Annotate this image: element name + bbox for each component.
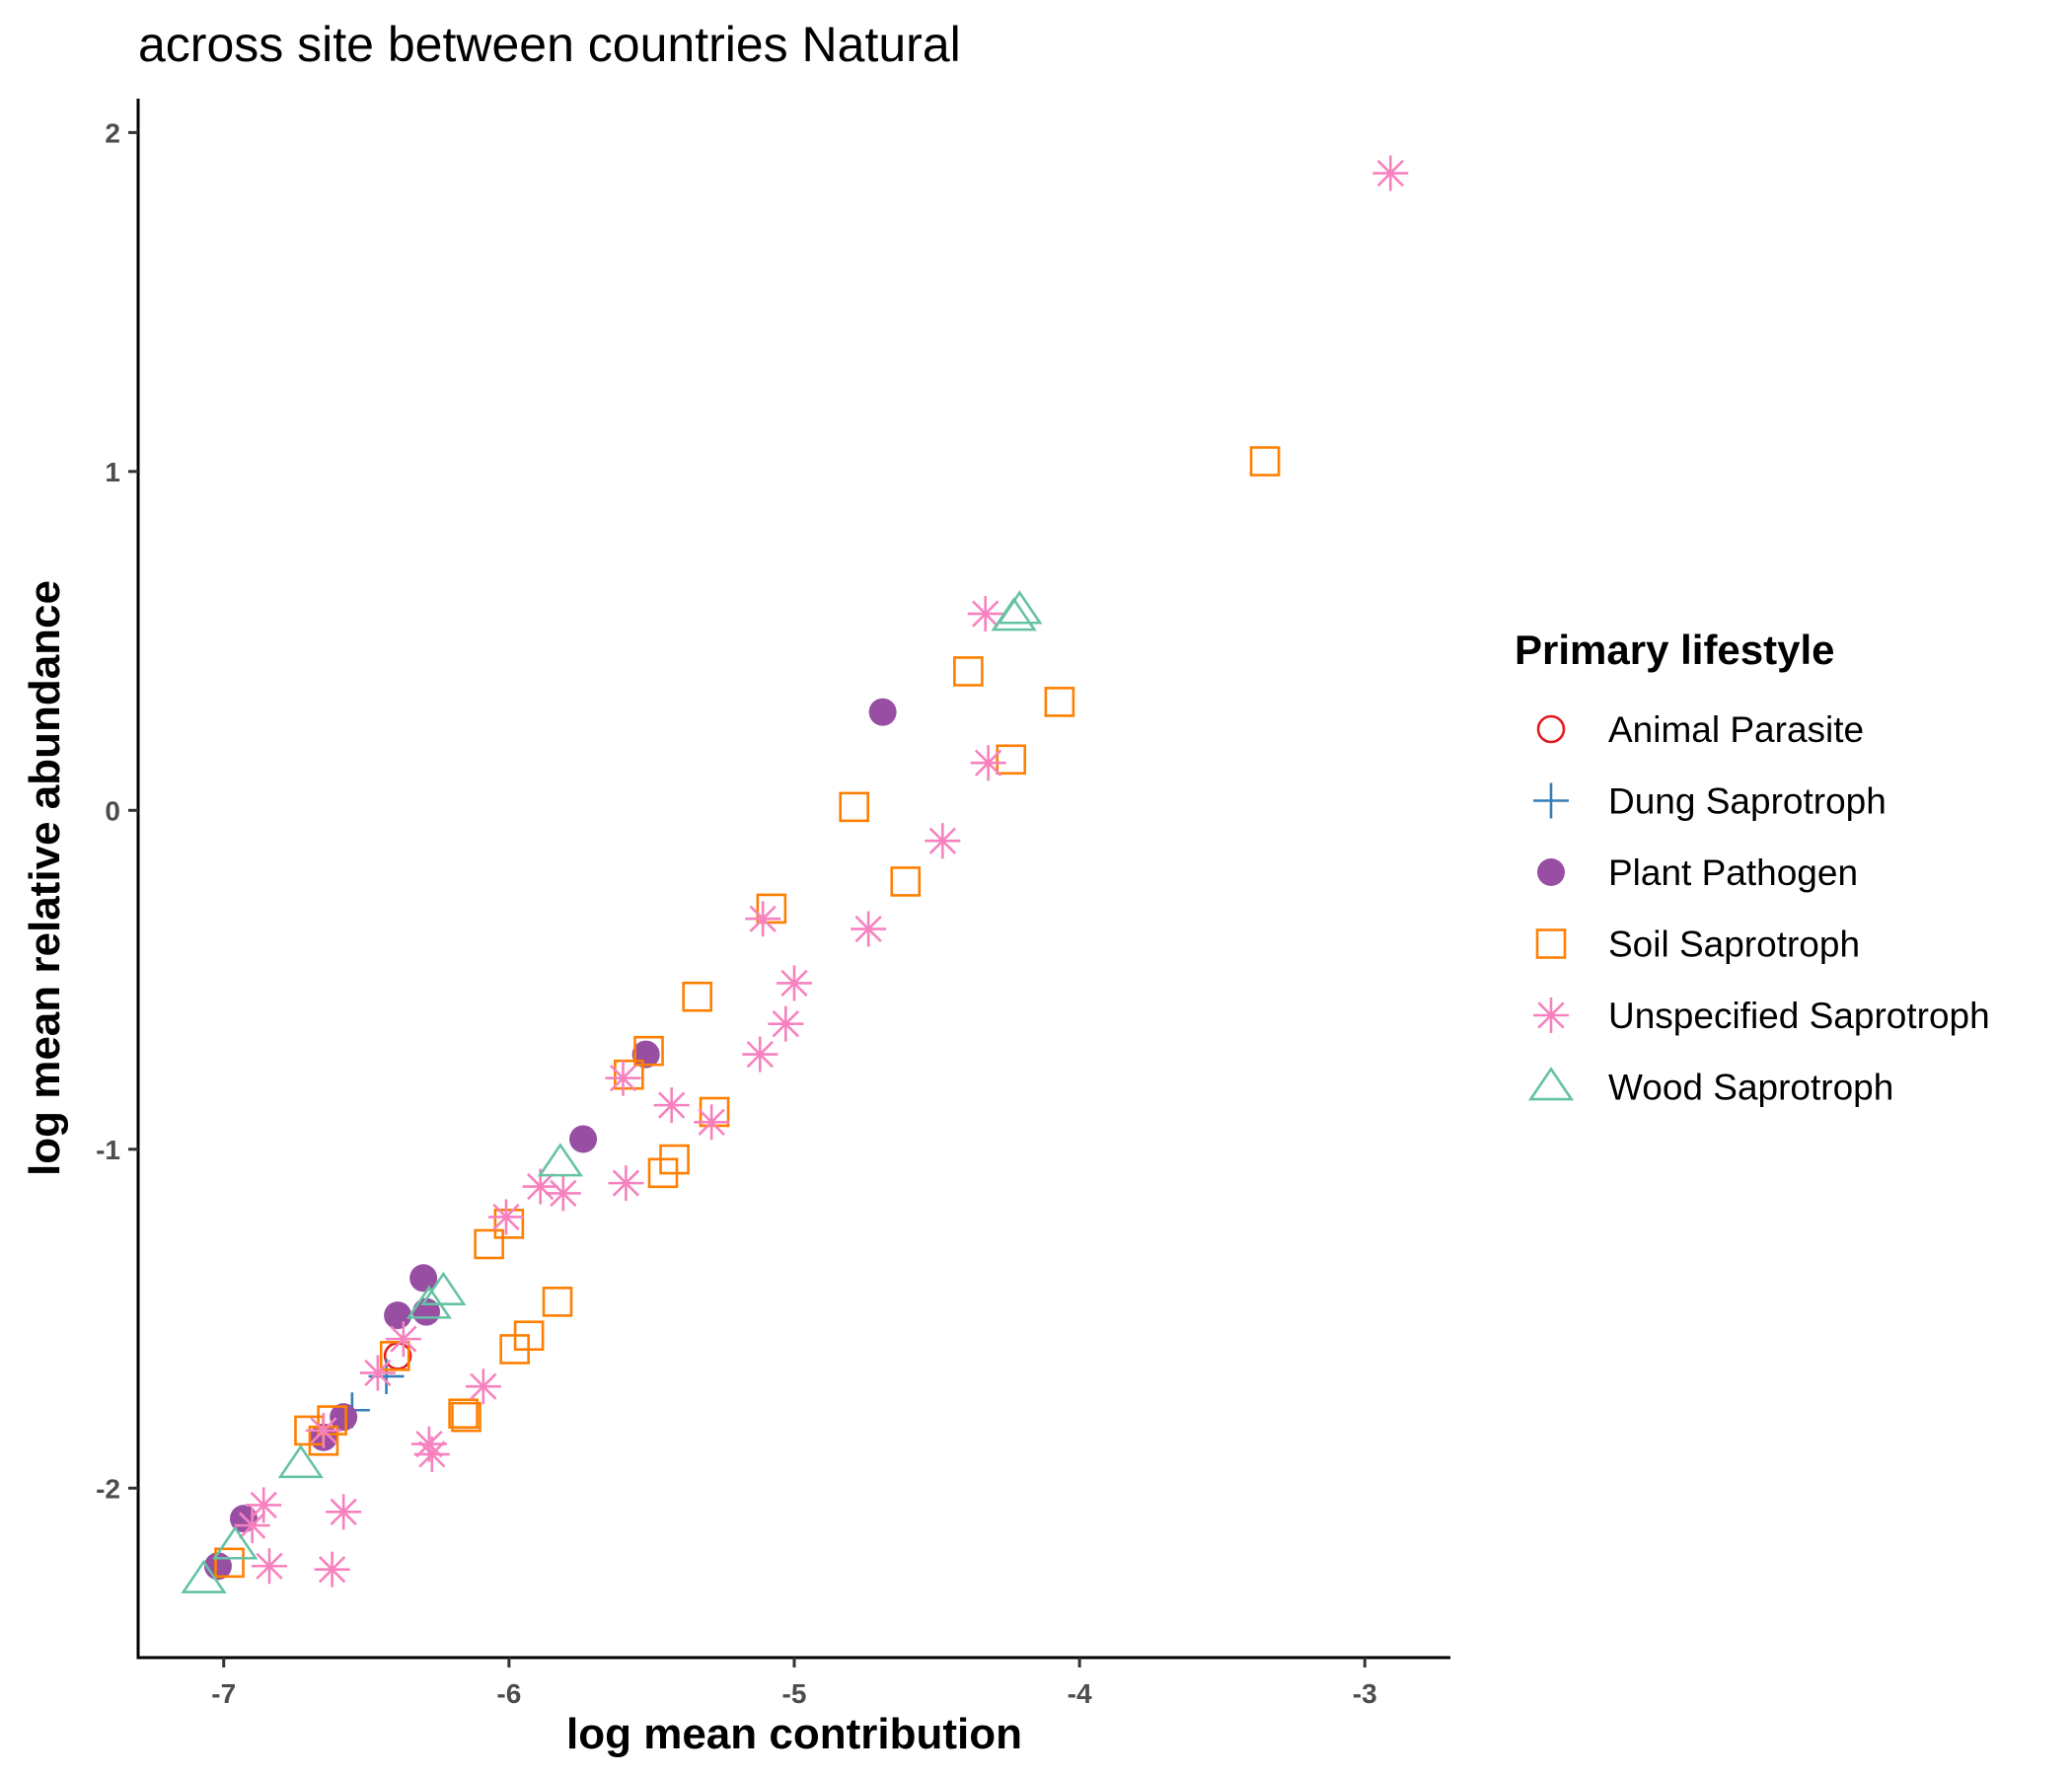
point-soil-saprotroph bbox=[633, 1035, 664, 1067]
point-wood-saprotroph bbox=[537, 1143, 584, 1177]
point-soil-saprotroph bbox=[214, 1547, 245, 1579]
point-unspecified-saprotroph bbox=[326, 1494, 362, 1530]
point-unspecified-saprotroph bbox=[605, 1060, 641, 1096]
axes: -7 -6 -5 -4 -3 -2 -1 0 1 2 bbox=[96, 99, 1450, 1709]
point-unspecified-saprotroph bbox=[608, 1165, 644, 1202]
chart-title: across site between countries Natural bbox=[138, 17, 961, 72]
legend-title: Primary lifestyle bbox=[1515, 627, 1835, 673]
point-plant-pathogen bbox=[384, 1301, 412, 1330]
point-soil-saprotroph bbox=[317, 1405, 347, 1436]
point-unspecified-saprotroph bbox=[413, 1436, 450, 1472]
point-unspecified-saprotroph bbox=[252, 1548, 287, 1585]
point-plant-pathogen bbox=[868, 698, 897, 726]
legend-key-plant-pathogen bbox=[1537, 858, 1565, 886]
point-soil-saprotroph bbox=[614, 1059, 644, 1090]
point-unspecified-saprotroph bbox=[694, 1104, 730, 1141]
point-unspecified-saprotroph bbox=[465, 1369, 501, 1405]
point-unspecified-saprotroph bbox=[359, 1355, 396, 1391]
x-tick-label: -4 bbox=[1068, 1678, 1092, 1709]
point-wood-saprotroph bbox=[406, 1285, 453, 1319]
data-points bbox=[181, 155, 1409, 1593]
point-soil-saprotroph bbox=[542, 1287, 573, 1317]
x-axis-title: log mean contribution bbox=[566, 1710, 1022, 1758]
x-axis-ticks: -7 -6 -5 -4 -3 bbox=[211, 1658, 1377, 1709]
legend-label: Unspecified Saprotroph bbox=[1608, 996, 1990, 1036]
y-tick-label: 2 bbox=[105, 117, 120, 148]
legend-item-unspecified-saprotroph: Unspecified Saprotroph bbox=[1533, 996, 1990, 1036]
y-tick-label: -1 bbox=[96, 1135, 120, 1165]
x-tick-label: -3 bbox=[1353, 1678, 1377, 1709]
point-soil-saprotroph bbox=[379, 1341, 410, 1371]
point-soil-saprotroph bbox=[513, 1320, 545, 1351]
y-axis-ticks: -2 -1 0 1 2 bbox=[96, 117, 138, 1504]
legend-key-dung-saprotroph bbox=[1533, 782, 1569, 819]
point-soil-saprotroph bbox=[1249, 446, 1281, 477]
x-tick-label: -6 bbox=[496, 1678, 521, 1709]
point-soil-saprotroph bbox=[839, 791, 870, 823]
point-unspecified-saprotroph bbox=[522, 1168, 558, 1205]
x-tick-label: -7 bbox=[211, 1678, 236, 1709]
point-unspecified-saprotroph bbox=[970, 745, 1006, 781]
point-plant-pathogen bbox=[330, 1403, 358, 1432]
point-unspecified-saprotroph bbox=[745, 901, 781, 937]
point-soil-saprotroph bbox=[451, 1401, 481, 1433]
point-unspecified-saprotroph bbox=[385, 1321, 421, 1358]
point-unspecified-saprotroph bbox=[967, 596, 1003, 632]
point-soil-saprotroph bbox=[474, 1228, 504, 1260]
legend-key-animal-parasite bbox=[1536, 714, 1566, 744]
point-wood-saprotroph bbox=[420, 1271, 467, 1305]
point-plant-pathogen bbox=[412, 1297, 441, 1326]
legend-label: Soil Saprotroph bbox=[1608, 925, 1860, 965]
point-soil-saprotroph bbox=[756, 893, 787, 925]
point-unspecified-saprotroph bbox=[653, 1087, 690, 1124]
y-tick-label: 0 bbox=[105, 795, 120, 826]
point-wood-saprotroph bbox=[181, 1559, 227, 1593]
point-unspecified-saprotroph bbox=[246, 1487, 282, 1523]
point-soil-saprotroph bbox=[493, 1209, 525, 1239]
y-axis-title: log mean relative abundance bbox=[21, 580, 69, 1176]
point-wood-saprotroph bbox=[212, 1525, 259, 1560]
y-tick-label: -2 bbox=[96, 1473, 120, 1504]
legend-item-soil-saprotroph: Soil Saprotroph bbox=[1535, 925, 1860, 965]
legend-item-wood-saprotroph: Wood Saprotroph bbox=[1527, 1067, 1893, 1108]
legend-item-plant-pathogen: Plant Pathogen bbox=[1537, 852, 1858, 893]
point-wood-saprotroph bbox=[997, 590, 1043, 625]
point-unspecified-saprotroph bbox=[314, 1551, 350, 1588]
legend-key-wood-saprotroph bbox=[1527, 1067, 1575, 1101]
point-soil-saprotroph bbox=[448, 1398, 479, 1429]
point-unspecified-saprotroph bbox=[234, 1508, 270, 1544]
point-unspecified-saprotroph bbox=[925, 823, 961, 859]
point-soil-saprotroph bbox=[659, 1144, 690, 1175]
point-unspecified-saprotroph bbox=[851, 911, 887, 947]
legend-item-dung-saprotroph: Dung Saprotroph bbox=[1533, 781, 1887, 822]
point-unspecified-saprotroph bbox=[487, 1199, 524, 1235]
legend-items: Animal Parasite Dung Saprotroph Plant Path… bbox=[1527, 709, 1990, 1108]
y-tick-label: 1 bbox=[105, 457, 120, 487]
legend-label: Dung Saprotroph bbox=[1608, 781, 1887, 822]
legend-label: Plant Pathogen bbox=[1608, 852, 1858, 893]
point-plant-pathogen bbox=[409, 1264, 438, 1293]
legend-label: Wood Saprotroph bbox=[1608, 1068, 1893, 1108]
legend-key-soil-saprotroph bbox=[1535, 928, 1567, 959]
x-tick-label: -5 bbox=[782, 1678, 807, 1709]
legend-key-unspecified-saprotroph bbox=[1533, 998, 1569, 1033]
point-unspecified-saprotroph bbox=[742, 1036, 778, 1073]
legend-item-animal-parasite: Animal Parasite bbox=[1536, 709, 1864, 750]
legend-label: Animal Parasite bbox=[1608, 709, 1864, 750]
point-animal-parasite bbox=[383, 1342, 412, 1370]
point-unspecified-saprotroph bbox=[768, 1005, 804, 1042]
point-soil-saprotroph bbox=[996, 744, 1027, 776]
point-plant-pathogen bbox=[569, 1125, 598, 1153]
point-soil-saprotroph bbox=[953, 656, 984, 687]
point-soil-saprotroph bbox=[682, 981, 712, 1012]
point-unspecified-saprotroph bbox=[777, 965, 812, 1001]
point-soil-saprotroph bbox=[1044, 687, 1075, 717]
legend: Primary lifestyle Animal Parasite Dung Sa… bbox=[1515, 627, 1990, 1108]
point-unspecified-saprotroph bbox=[545, 1175, 581, 1212]
point-soil-saprotroph bbox=[890, 866, 922, 897]
point-unspecified-saprotroph bbox=[305, 1412, 341, 1448]
point-unspecified-saprotroph bbox=[1372, 155, 1409, 191]
point-wood-saprotroph bbox=[277, 1443, 324, 1479]
